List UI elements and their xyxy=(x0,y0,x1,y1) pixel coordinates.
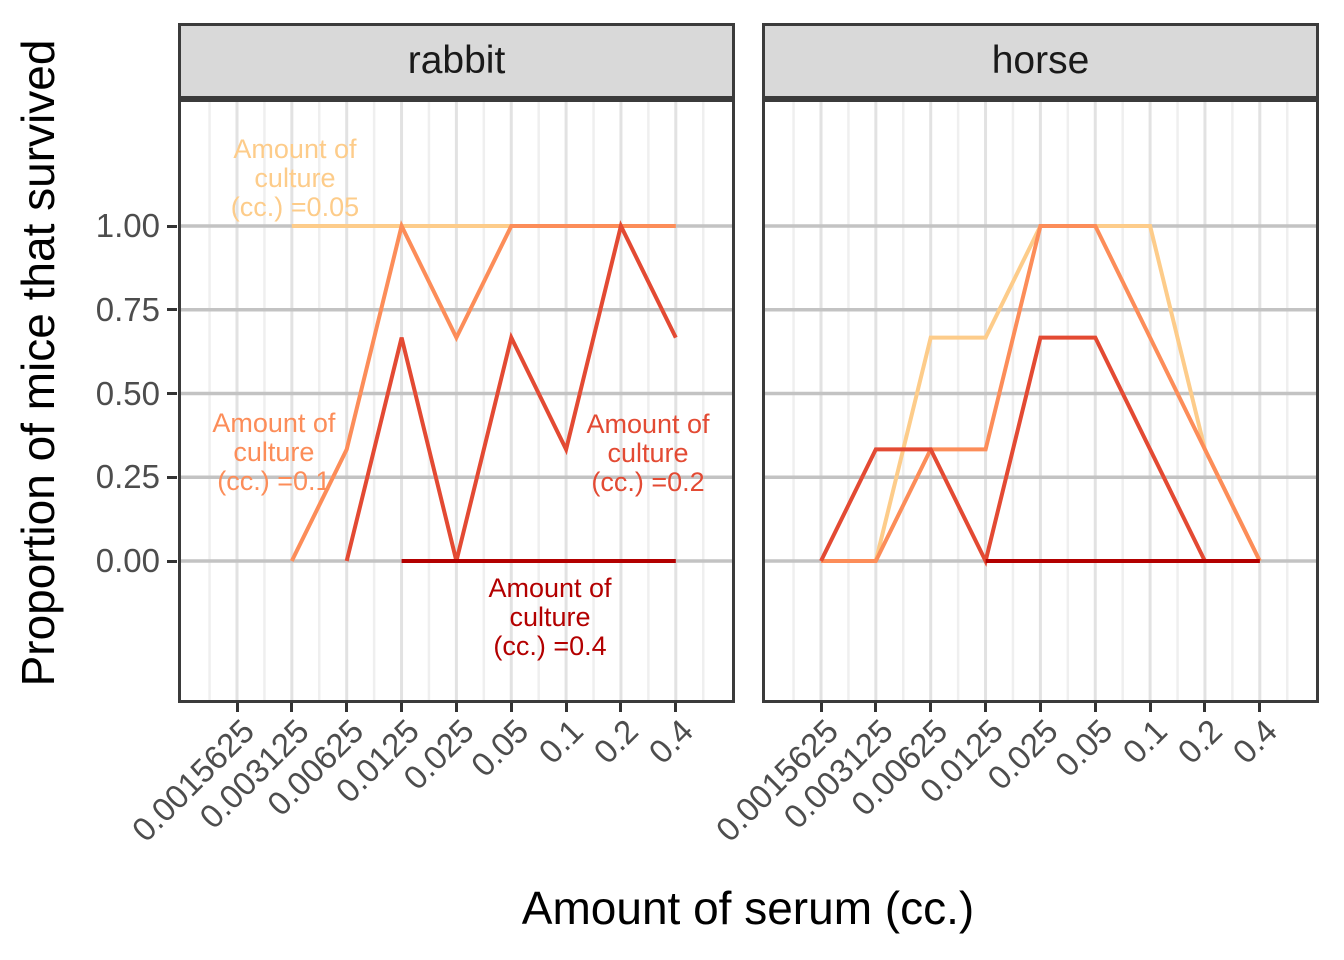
x-tick-mark xyxy=(454,703,458,712)
x-tick-label-0.4: 0.4 xyxy=(1225,712,1284,771)
x-tick-mark xyxy=(400,703,404,712)
y-tick-label-0.25: 0.25 xyxy=(95,458,160,496)
y-tick-label-1.00: 1.00 xyxy=(95,207,160,244)
x-tick-mark xyxy=(874,703,878,712)
x-tick-label-0.05: 0.05 xyxy=(463,712,536,784)
x-tick-mark xyxy=(1258,703,1262,712)
panel-border xyxy=(178,99,735,703)
x-tick-mark xyxy=(929,703,933,712)
series-annotation: Amount of culture (cc.) =0.05 xyxy=(231,134,359,222)
x-tick-mark xyxy=(1148,703,1152,712)
panel-border xyxy=(762,99,1319,703)
x-tick-mark xyxy=(1203,703,1207,712)
facet-strip-rabbit: rabbit xyxy=(178,23,735,99)
y-tick-mark xyxy=(167,308,177,312)
series-line-.0.1 xyxy=(290,220,676,562)
x-tick-mark xyxy=(564,703,568,712)
panel-horse xyxy=(762,99,1319,703)
y-tick-mark xyxy=(167,475,177,479)
x-tick-mark xyxy=(509,703,513,712)
x-tick-label-0.2: 0.2 xyxy=(1170,712,1230,771)
x-tick-label-0.2: 0.2 xyxy=(586,712,646,771)
x-tick-mark xyxy=(819,703,823,712)
facet-strip-rabbit-label: rabbit xyxy=(407,39,506,82)
panel-rabbit: Amount of culture (cc.) =0.05 Amount of cult… xyxy=(178,99,735,703)
series-annotation: Amount of culture (cc.) =0.4 xyxy=(488,573,612,661)
x-tick-label-0.05: 0.05 xyxy=(1047,712,1120,784)
y-tick-label-0.75: 0.75 xyxy=(95,290,160,328)
x-tick-mark xyxy=(1038,703,1042,712)
y-tick-label-0.00: 0.00 xyxy=(95,542,160,579)
facet-strip-horse: horse xyxy=(762,23,1319,99)
x-axis-title: Amount of serum (cc.) xyxy=(521,882,975,934)
series-annotation: Amount of culture (cc.) =0.2 xyxy=(586,409,710,497)
y-tick-mark xyxy=(167,224,177,228)
y-axis-title: Proportion of mice that survived xyxy=(12,39,64,687)
x-tick-mark xyxy=(674,703,678,712)
x-tick-mark xyxy=(619,703,623,712)
facet-strip-horse-label: horse xyxy=(991,39,1090,82)
x-tick-label-0.1: 0.1 xyxy=(1115,712,1175,771)
x-tick-label-0.1: 0.1 xyxy=(531,712,591,771)
x-tick-mark xyxy=(984,703,988,712)
series-line-.0.2 xyxy=(819,335,1260,567)
x-tick-mark xyxy=(235,703,239,712)
x-tick-mark xyxy=(290,703,294,712)
series-annotation: Amount of culture (cc.) =0.1 xyxy=(212,408,336,496)
series-line-.0.2 xyxy=(344,220,678,562)
series-line-.0.1 xyxy=(821,224,1262,563)
y-tick-mark xyxy=(167,392,177,395)
x-tick-mark xyxy=(1093,703,1097,712)
y-tick-mark xyxy=(167,559,177,563)
x-tick-mark xyxy=(345,703,349,712)
y-tick-label-0.50: 0.50 xyxy=(95,374,160,412)
x-tick-label-0.4: 0.4 xyxy=(641,712,700,771)
